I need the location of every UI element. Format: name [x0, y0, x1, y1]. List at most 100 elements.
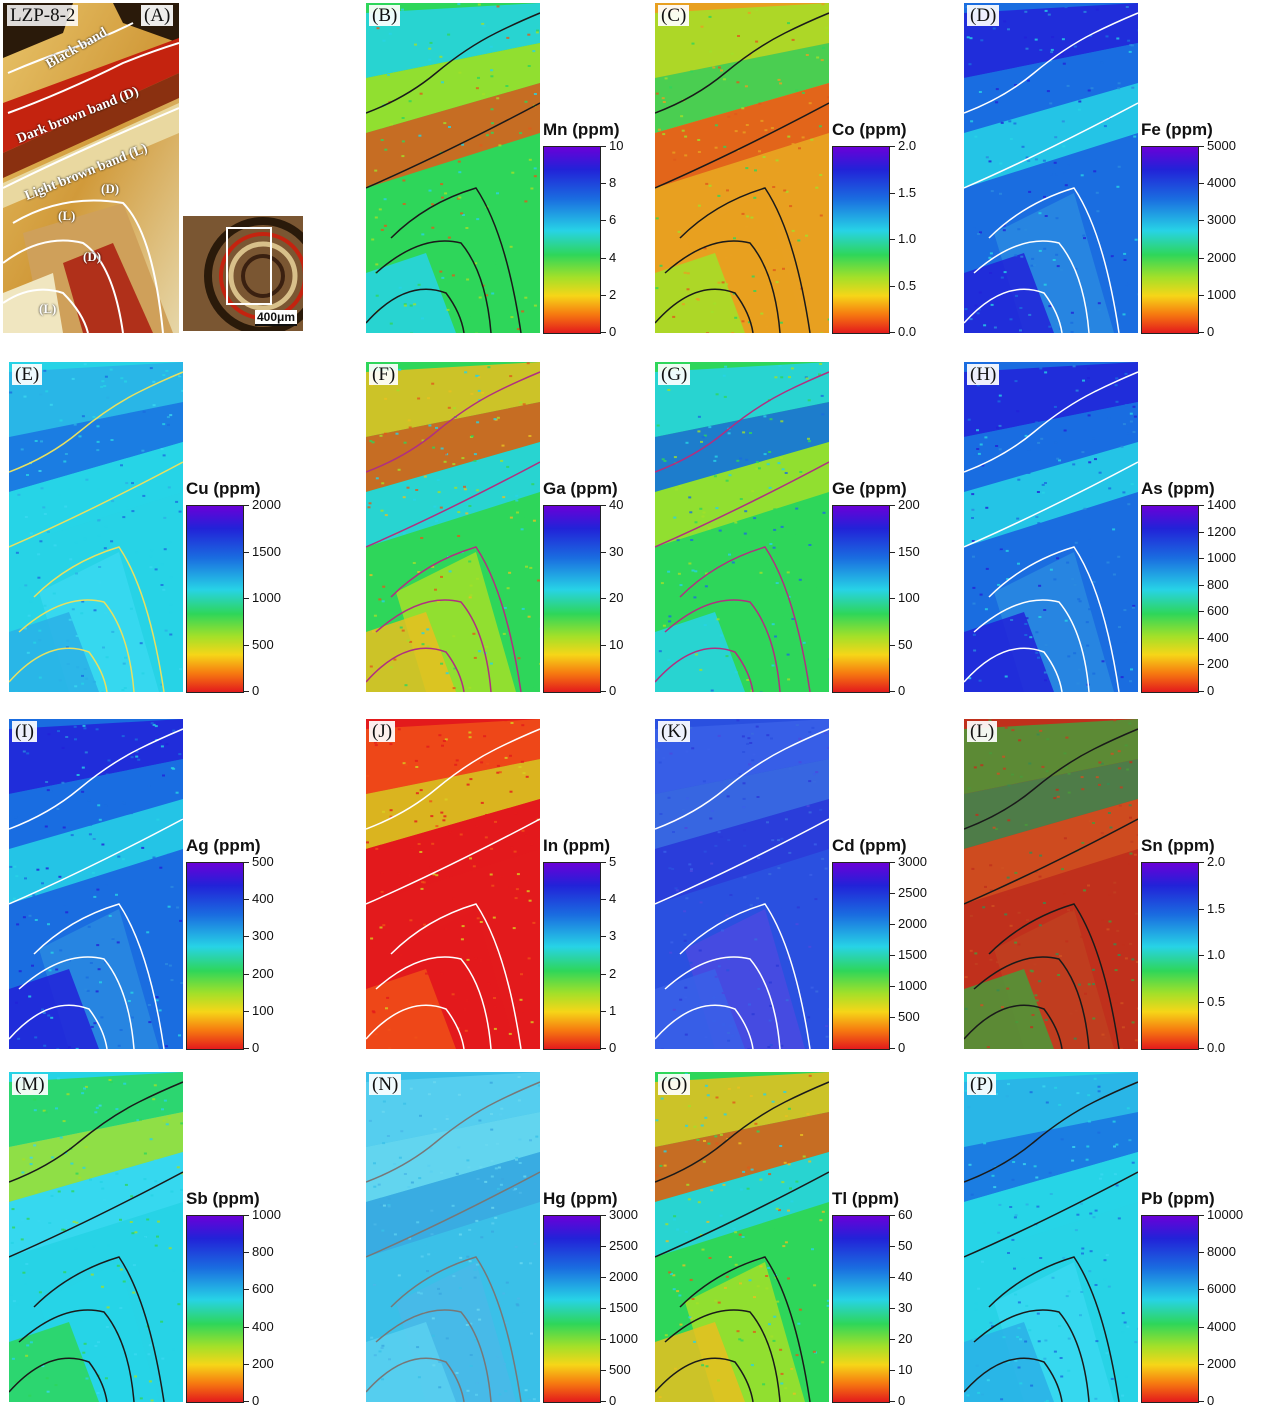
speckle	[437, 479, 440, 481]
speckle	[1020, 776, 1023, 778]
colorbar-title-as: As (ppm)	[1141, 479, 1215, 499]
speckle	[658, 129, 661, 131]
speckle	[456, 1372, 459, 1374]
speckle	[1007, 1252, 1010, 1254]
speckle	[375, 248, 378, 250]
colorbar-tick-label: 1.5	[1207, 902, 1225, 916]
speckle	[433, 506, 436, 508]
speckle	[496, 192, 499, 194]
speckle	[105, 1377, 108, 1379]
speckle	[474, 453, 477, 455]
speckle	[45, 1111, 48, 1113]
speckle	[485, 1144, 488, 1146]
speckle	[448, 237, 451, 239]
speckle	[456, 1173, 459, 1175]
speckle	[491, 122, 494, 124]
speckle	[662, 133, 665, 135]
speckle	[143, 1178, 146, 1180]
speckle	[431, 227, 434, 229]
speckle	[35, 919, 38, 921]
speckle	[1098, 302, 1101, 304]
speckle	[683, 910, 686, 912]
speckle	[764, 453, 767, 455]
speckle	[468, 687, 471, 689]
speckle	[763, 156, 766, 158]
speckle	[525, 101, 528, 103]
speckle	[385, 219, 388, 221]
speckle	[663, 101, 666, 103]
colorbar-tick-label: 200	[252, 1357, 274, 1371]
speckle	[1000, 573, 1003, 575]
speckle	[459, 1257, 462, 1259]
speckle	[463, 486, 466, 488]
speckle	[1065, 737, 1068, 739]
speckle	[1039, 367, 1042, 369]
speckle	[90, 962, 93, 964]
speckle	[23, 916, 26, 918]
speckle	[121, 689, 124, 691]
speckle	[385, 514, 388, 516]
speckle	[178, 753, 181, 755]
speckle	[1076, 1195, 1079, 1197]
speckle	[1038, 1340, 1041, 1342]
speckle	[413, 562, 416, 564]
speckle	[23, 751, 26, 753]
speckle	[674, 1368, 677, 1370]
speckle	[1068, 1338, 1071, 1340]
speckle	[474, 657, 477, 659]
speckle	[1123, 609, 1126, 611]
speckle	[1116, 38, 1119, 40]
speckle	[1006, 550, 1009, 552]
speckle	[827, 1300, 829, 1302]
speckle	[157, 1233, 160, 1235]
speckle	[1096, 9, 1099, 11]
speckle	[495, 1167, 498, 1169]
speckle	[47, 531, 50, 533]
speckle	[1113, 1121, 1116, 1123]
speckle	[722, 1023, 725, 1025]
speckle	[671, 868, 674, 870]
speckle	[1027, 449, 1030, 451]
speckle	[758, 467, 761, 469]
speckle	[72, 378, 75, 380]
speckle	[1043, 902, 1046, 904]
speckle	[398, 469, 401, 471]
speckle	[1062, 1257, 1065, 1259]
speckle	[161, 745, 164, 747]
speckle	[458, 171, 461, 173]
speckle	[41, 882, 44, 884]
speckle	[1007, 877, 1010, 879]
speckle	[723, 1184, 726, 1186]
speckle	[440, 183, 443, 185]
speckle	[968, 787, 971, 789]
speckle	[788, 1163, 791, 1165]
speckle	[1086, 1146, 1089, 1148]
colorbar-tick-label: 1.5	[898, 186, 916, 200]
speckle	[390, 323, 393, 325]
speckle	[746, 743, 749, 745]
concentration-map-ge	[655, 362, 829, 692]
speckle	[765, 326, 768, 328]
speckle	[492, 994, 495, 996]
colorbar-tick	[243, 505, 249, 506]
speckle	[398, 369, 401, 371]
speckle	[145, 1234, 148, 1236]
speckle	[1030, 1026, 1033, 1028]
speckle	[789, 1187, 792, 1189]
speckle	[170, 576, 173, 578]
speckle	[796, 724, 799, 726]
speckle	[410, 847, 413, 849]
speckle	[130, 608, 133, 610]
speckle	[180, 1230, 183, 1232]
speckle	[452, 463, 455, 465]
panel-letter: (M)	[12, 1074, 48, 1095]
speckle	[74, 738, 77, 740]
speckle	[685, 1125, 688, 1127]
speckle	[63, 1120, 66, 1122]
speckle	[682, 303, 685, 305]
speckle	[460, 834, 463, 836]
speckle	[1133, 136, 1136, 138]
colorbar-title-sn: Sn (ppm)	[1141, 836, 1215, 856]
speckle	[9, 392, 12, 394]
speckle	[769, 1005, 772, 1007]
